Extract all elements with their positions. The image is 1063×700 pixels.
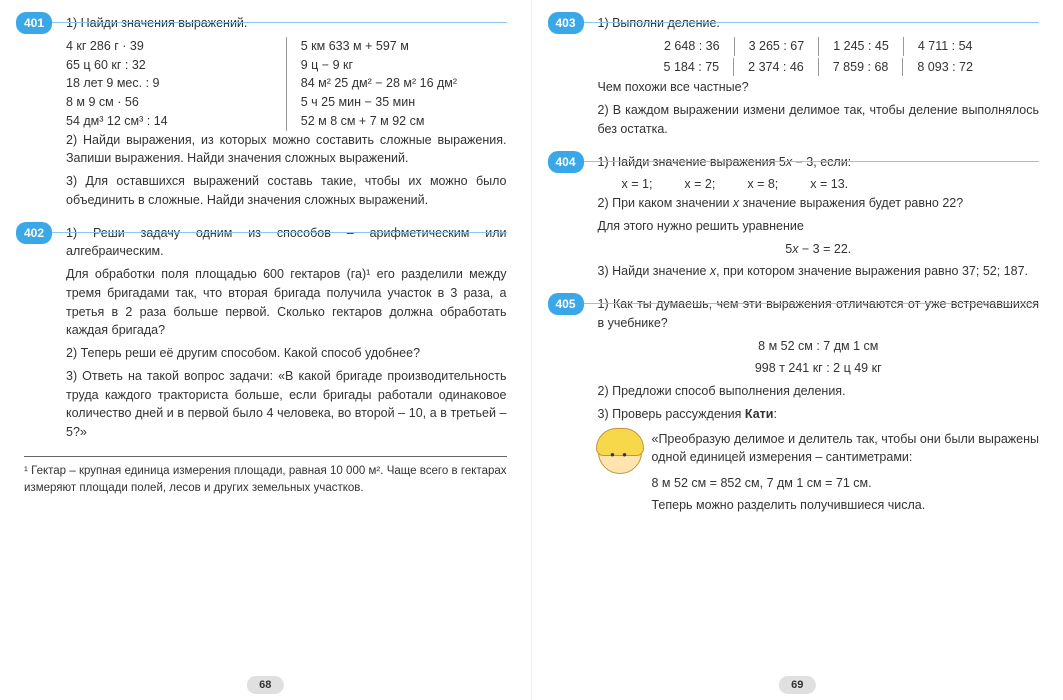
exercise-number: 402 xyxy=(16,222,52,244)
expr: 52 м 8 см + 7 м 92 см xyxy=(301,112,507,131)
prompt: 2) В каждом выражении измени делимое так… xyxy=(598,101,1040,139)
prompt: 1) Найди значения выражений. xyxy=(66,14,507,33)
expr: 65 ц 60 кг : 32 xyxy=(66,56,272,75)
division-row: 2 648 : 36 3 265 : 67 1 245 : 45 4 711 :… xyxy=(598,37,1040,56)
prompt: 2) Предложи способ выполнения деления. xyxy=(598,382,1040,401)
page-69: 403 1) Выполни деление. 2 648 : 36 3 265… xyxy=(532,0,1063,700)
rule xyxy=(556,303,1040,304)
prompt: 1) Найди значение выражения 5x − 3, если… xyxy=(598,153,1040,172)
prompt: 1) Реши задачу одним из способов – арифм… xyxy=(66,224,507,262)
exercise-number: 405 xyxy=(548,293,584,315)
exercise-number: 403 xyxy=(548,12,584,34)
exercise-403: 403 1) Выполни деление. 2 648 : 36 3 265… xyxy=(556,14,1040,139)
exercise-404: 404 1) Найди значение выражения 5x − 3, … xyxy=(556,153,1040,282)
exercise-401: 401 1) Найди значения выражений. 4 кг 28… xyxy=(24,14,507,210)
prompt: 3) Для оставшихся выражений составь таки… xyxy=(66,172,507,210)
expr: 2 374 : 46 xyxy=(734,58,819,77)
prompt: 3) Найди значение x, при котором значени… xyxy=(598,262,1040,281)
x-values: x = 1; x = 2; x = 8; x = 13. xyxy=(598,175,1040,194)
expr: 8 м 52 см : 7 дм 1 см xyxy=(598,337,1040,356)
footnote: ¹ Гектар – крупная единица измерения пло… xyxy=(24,456,507,498)
prompt: 3) Ответь на такой вопрос задачи: «В как… xyxy=(66,367,507,442)
expr: 8 м 9 см · 56 xyxy=(66,93,272,112)
expr: 5 184 : 75 xyxy=(650,58,735,77)
problem-body: Для обработки поля площадью 600 гектаров… xyxy=(66,265,507,340)
prompt: 1) Как ты думаешь, чем эти выражения отл… xyxy=(598,295,1040,333)
expr: 54 дм³ 12 см³ : 14 xyxy=(66,112,272,131)
expr: 4 кг 286 г · 39 xyxy=(66,37,272,56)
prompt: 3) Проверь рассуждения Кати: xyxy=(598,405,1040,424)
page-number: 68 xyxy=(247,676,283,695)
expr: 2 648 : 36 xyxy=(650,37,735,56)
expr: 4 711 : 54 xyxy=(904,37,987,56)
page-number: 69 xyxy=(779,676,815,695)
conversion: 8 м 52 см = 852 см, 7 дм 1 см = 71 см. xyxy=(598,474,1040,493)
expr: 8 093 : 72 xyxy=(903,58,987,77)
exercise-405: 405 1) Как ты думаешь, чем эти выражения… xyxy=(556,295,1040,515)
equation: 5x − 3 = 22. xyxy=(598,240,1040,259)
prompt: Чем похожи все частные? xyxy=(598,78,1040,97)
katya-avatar-icon xyxy=(598,430,642,474)
rule xyxy=(556,161,1040,162)
quote-tail: Теперь можно разделить получившиеся числ… xyxy=(598,496,1040,515)
expr: 7 859 : 68 xyxy=(819,58,904,77)
expr: 998 т 241 кг : 2 ц 49 кг xyxy=(598,359,1040,378)
prompt: 2) Найди выражения, из которых можно сос… xyxy=(66,131,507,169)
expr: 3 265 : 67 xyxy=(735,37,820,56)
exercise-number: 404 xyxy=(548,151,584,173)
expr: 18 лет 9 мес. : 9 xyxy=(66,74,272,93)
expr: 84 м² 25 дм² − 28 м² 16 дм² xyxy=(301,74,507,93)
exercise-402: 402 1) Реши задачу одним из способов – а… xyxy=(24,224,507,442)
prompt: 2) При каком значении x значение выражен… xyxy=(598,194,1040,213)
prompt: Для этого нужно решить уравнение xyxy=(598,217,1040,236)
prompt: 2) Теперь реши её другим способом. Какой… xyxy=(66,344,507,363)
rule xyxy=(24,232,507,233)
expression-columns: 4 кг 286 г · 39 65 ц 60 кг : 32 18 лет 9… xyxy=(66,37,507,131)
division-row: 5 184 : 75 2 374 : 46 7 859 : 68 8 093 :… xyxy=(598,58,1040,77)
expr: 9 ц − 9 кг xyxy=(301,56,507,75)
rule xyxy=(24,22,507,23)
quote-text: «Преобразую делимое и делитель так, чтоб… xyxy=(652,430,1040,468)
expr: 5 км 633 м + 597 м xyxy=(301,37,507,56)
katya-quote: «Преобразую делимое и делитель так, чтоб… xyxy=(598,430,1040,474)
page-68: 401 1) Найди значения выражений. 4 кг 28… xyxy=(0,0,532,700)
expr: 1 245 : 45 xyxy=(819,37,904,56)
expr: 5 ч 25 мин − 35 мин xyxy=(301,93,507,112)
prompt: 1) Выполни деление. xyxy=(598,14,1040,33)
exercise-number: 401 xyxy=(16,12,52,34)
rule xyxy=(556,22,1040,23)
